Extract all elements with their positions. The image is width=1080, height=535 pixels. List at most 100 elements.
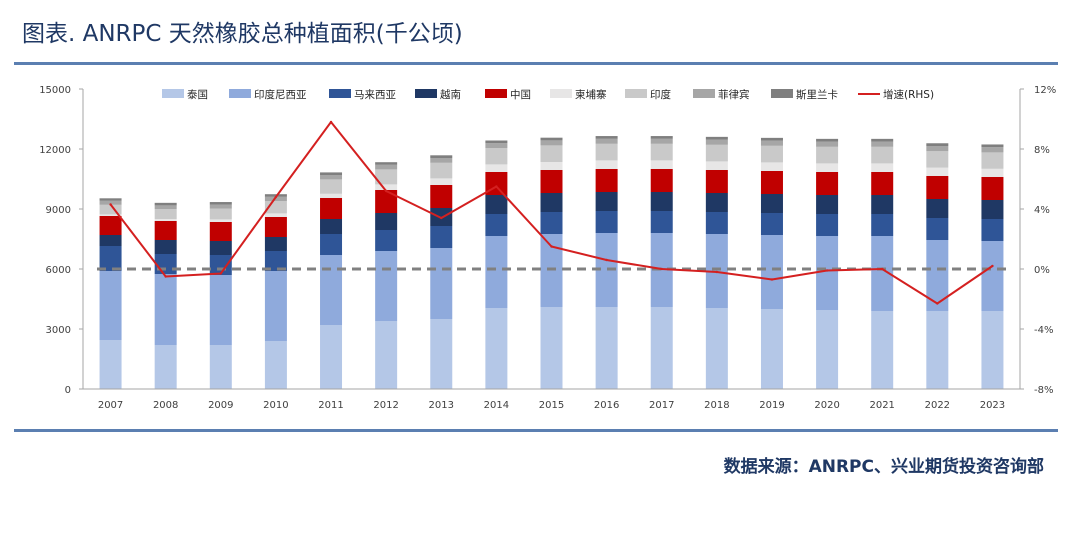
x-tick-label: 2023 [980,400,1005,411]
bar-2013-series-5 [430,178,453,185]
legend-label-5: 柬埔寨 [575,88,607,101]
bar-2021-series-3 [871,195,894,214]
bar-2011-series-8 [320,172,343,175]
right-tick-label: 0% [1034,265,1050,276]
left-tick-label: 12000 [39,145,71,156]
bar-2010-series-3 [264,237,287,251]
bar-2020-series-6 [816,146,839,164]
legend-swatch-7 [693,89,715,98]
bar-2009-series-6 [209,208,232,220]
bar-2013-series-1 [430,248,453,319]
bar-2018-series-4 [705,170,728,193]
bar-2019-series-3 [760,194,783,213]
legend-swatch-2 [329,89,351,98]
bar-2017-series-3 [650,192,673,211]
bar-2023-series-6 [981,152,1004,169]
bar-2009-series-3 [209,241,232,255]
bar-2021-series-2 [871,214,894,236]
bar-2012-series-5 [375,184,398,190]
bar-2022-series-0 [926,311,949,389]
bar-2021-series-6 [871,146,894,164]
bar-2019-series-5 [760,162,783,171]
bar-2021-series-0 [871,311,894,389]
bar-2009-series-4 [209,222,232,241]
growth-point-2013 [440,216,443,220]
growth-point-2023 [991,264,994,268]
bar-2023-series-5 [981,168,1004,177]
bar-2008-series-4 [154,221,177,240]
bar-2020-series-7 [816,141,839,147]
x-tick-label: 2013 [429,400,454,411]
legend-label-2: 马来西亚 [354,89,396,101]
right-tick-label: -8% [1034,385,1053,396]
bar-2021-series-5 [871,163,894,172]
bar-2015-series-2 [540,212,563,234]
bar-2020-series-3 [816,195,839,214]
bar-2012-series-7 [375,164,398,170]
x-tick-label: 2017 [649,400,674,411]
legend-swatch-0 [162,89,184,98]
bar-2008-series-3 [154,240,177,254]
bar-2015-series-7 [540,140,563,146]
bar-2023-series-0 [981,311,1004,389]
bar-2016-series-5 [595,160,618,169]
bar-2018-series-2 [705,212,728,234]
bar-2020-series-2 [816,214,839,236]
bar-2018-series-6 [705,144,728,162]
bar-2010-series-2 [264,251,287,271]
bar-2012-series-6 [375,169,398,185]
chart-bars [99,136,1004,389]
bar-2008-series-2 [154,254,177,274]
chart-legend: 泰国 印度尼西亚 马来西亚 越南 中国 柬埔寨 印度 菲律宾 斯里兰卡 增速(RHS) [162,88,934,101]
bar-2011-series-7 [320,175,343,180]
bar-2022-series-3 [926,199,949,218]
bar-2007-series-2 [99,246,122,271]
x-tick-label: 2014 [484,400,509,411]
growth-point-2009 [219,272,222,275]
growth-point-2007 [109,203,112,206]
legend-swatch-6 [625,89,647,98]
bar-2017-series-6 [650,143,673,161]
right-tick-label: 8% [1034,145,1050,156]
bar-2007-series-3 [99,235,122,246]
bar-2014-series-1 [485,236,508,308]
bar-2013-series-8 [430,155,453,158]
bar-2023-series-7 [981,147,1004,153]
bar-2015-series-0 [540,307,563,389]
bar-2022-series-8 [926,143,949,146]
bar-2008-series-5 [154,219,177,221]
bottom-divider [14,429,1058,432]
bar-2019-series-6 [760,145,783,163]
bar-2014-series-6 [485,148,508,165]
bar-2019-series-4 [760,171,783,194]
bar-2021-series-4 [871,172,894,195]
x-tick-label: 2011 [318,400,343,411]
bar-2017-series-5 [650,160,673,169]
source-note: 数据来源：ANRPC、兴业期货投资咨询部 [723,457,1044,477]
bar-2007-series-8 [99,198,122,201]
bar-2012-series-2 [375,230,398,251]
legend-label-8: 斯里兰卡 [796,88,838,101]
legend-label-3: 越南 [440,88,461,101]
bar-2014-series-5 [485,164,508,172]
bar-2015-series-4 [540,170,563,193]
bar-2021-series-1 [871,236,894,311]
bar-2011-series-1 [320,255,343,325]
bar-2016-series-4 [595,169,618,192]
bar-2008-series-7 [154,205,177,209]
legend-label-line: 增速(RHS) [883,88,934,101]
bar-2020-series-8 [816,138,839,142]
bar-2023-series-2 [981,219,1004,241]
bar-2012-series-4 [375,190,398,213]
bar-2008-series-1 [154,274,177,345]
bar-2020-series-1 [816,236,839,310]
bar-2009-series-2 [209,255,232,275]
growth-point-2022 [936,302,939,305]
bar-2009-series-1 [209,275,232,345]
bar-2019-series-8 [760,137,783,141]
bar-2023-series-3 [981,200,1004,219]
bar-2015-series-3 [540,193,563,212]
bar-2018-series-8 [705,136,728,140]
bar-2015-series-8 [540,137,563,141]
x-tick-label: 2021 [869,400,894,411]
